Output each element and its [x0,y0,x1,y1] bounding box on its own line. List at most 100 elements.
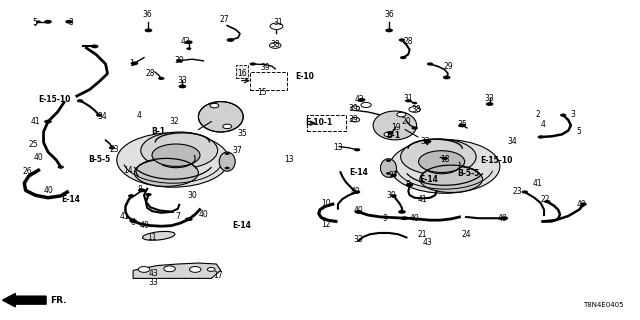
Text: 9: 9 [383,214,388,223]
Text: 38: 38 [411,105,421,114]
Circle shape [96,114,102,117]
Circle shape [486,102,493,106]
Text: 39: 39 [260,63,271,72]
Text: FR.: FR. [50,296,67,305]
Text: 40: 40 [43,186,53,195]
Text: 36: 36 [142,10,152,19]
Text: 21: 21 [418,230,427,239]
Text: 37: 37 [232,146,242,155]
Text: 23: 23 [512,188,522,196]
Text: 25: 25 [28,140,38,149]
Circle shape [442,157,448,160]
Circle shape [522,190,528,194]
Ellipse shape [219,152,236,171]
Circle shape [390,174,397,177]
Bar [307,115,346,131]
Circle shape [405,99,412,102]
Text: 4: 4 [540,120,545,129]
Circle shape [138,267,150,272]
Text: E-14: E-14 [232,221,252,230]
Text: 33: 33 [353,235,364,244]
Text: 2: 2 [535,110,540,119]
Circle shape [458,124,466,127]
Circle shape [390,194,397,197]
Ellipse shape [401,139,476,175]
Circle shape [544,200,550,203]
Text: 38: 38 [270,40,280,49]
Text: 22: 22 [541,195,550,204]
Circle shape [186,47,191,50]
Circle shape [354,148,360,151]
Circle shape [77,99,83,102]
Circle shape [443,76,451,79]
Text: 43: 43 [422,238,433,247]
Circle shape [185,40,193,44]
FancyArrow shape [3,293,46,307]
Text: 6: 6 [131,218,136,227]
Circle shape [210,103,219,108]
Ellipse shape [198,102,243,132]
Text: 37: 37 [388,172,399,180]
Circle shape [406,183,413,187]
Circle shape [385,28,393,32]
Text: 39: 39 [174,56,184,65]
Circle shape [538,135,544,139]
Ellipse shape [143,231,175,240]
Text: 41: 41 [417,195,428,204]
Circle shape [138,188,146,192]
Circle shape [128,194,134,197]
Text: 4: 4 [137,111,142,120]
Text: 41: 41 [532,179,543,188]
Circle shape [351,117,360,122]
Text: 40: 40 [576,200,586,209]
Text: 13: 13 [284,155,294,164]
Circle shape [223,124,232,129]
Text: E-15-10: E-15-10 [38,95,70,104]
Circle shape [58,165,64,169]
Text: 16: 16 [237,69,247,78]
Circle shape [109,146,115,149]
Text: 19: 19 [390,124,401,132]
Text: E-14: E-14 [61,196,80,204]
Text: 32: 32 [420,137,431,146]
Circle shape [129,219,137,223]
Circle shape [189,267,201,272]
Text: 40: 40 [497,214,508,223]
Circle shape [355,210,362,214]
Text: B-1: B-1 [152,127,166,136]
Text: 35: 35 [237,129,247,138]
Text: 40: 40 [410,214,420,223]
Text: 31: 31 [403,94,413,103]
Circle shape [401,216,408,220]
Ellipse shape [390,140,500,193]
Text: E-10-1: E-10-1 [305,118,332,127]
Circle shape [427,62,433,66]
Polygon shape [133,263,221,278]
Text: 20: 20 [401,117,412,126]
Circle shape [409,107,420,112]
Circle shape [398,210,406,214]
Circle shape [225,167,230,169]
Circle shape [387,131,394,134]
Circle shape [158,77,164,80]
Text: 15: 15 [257,88,268,97]
Text: 33: 33 [177,76,188,85]
Circle shape [44,120,52,124]
Circle shape [250,62,256,66]
Circle shape [36,20,41,23]
Text: 30: 30 [187,191,197,200]
Text: 35: 35 [457,120,467,129]
Ellipse shape [419,151,465,172]
Circle shape [361,102,371,108]
Text: 13: 13 [333,143,343,152]
Text: 40: 40 [350,188,360,196]
Circle shape [400,56,406,59]
Text: 34: 34 [507,137,517,146]
Circle shape [560,114,566,117]
Text: 33: 33 [148,278,159,287]
Text: 40: 40 [139,221,149,230]
Text: 3: 3 [570,110,575,119]
Circle shape [412,102,417,104]
Text: 18: 18 [440,155,449,164]
Text: E-15-10: E-15-10 [480,156,512,165]
